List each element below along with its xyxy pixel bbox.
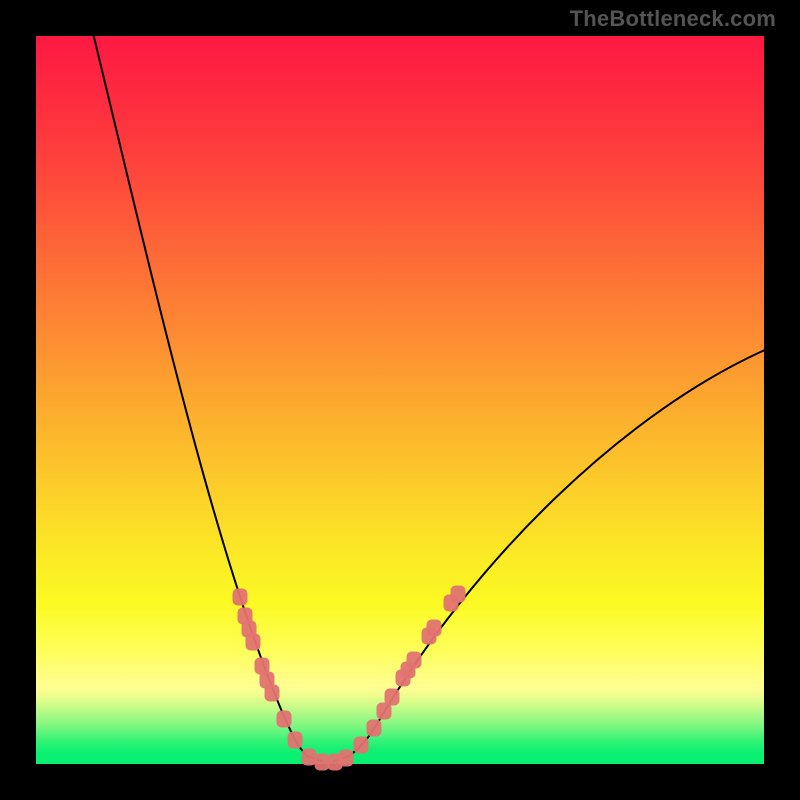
outer-frame: TheBottleneck.com <box>0 0 800 800</box>
data-marker <box>367 720 382 737</box>
data-marker <box>339 750 354 767</box>
data-marker <box>265 685 280 702</box>
data-marker <box>385 689 400 706</box>
chart-svg <box>36 36 764 764</box>
watermark-text: TheBottleneck.com <box>570 6 776 32</box>
marker-group <box>233 586 466 771</box>
data-marker <box>246 634 261 651</box>
curve-left-branch <box>93 33 322 761</box>
data-marker <box>233 589 248 606</box>
data-marker <box>427 620 442 637</box>
data-marker <box>277 711 292 728</box>
data-marker <box>315 754 330 771</box>
data-marker <box>302 749 317 766</box>
data-marker <box>354 737 369 754</box>
data-marker <box>288 732 303 749</box>
data-marker <box>407 652 422 669</box>
data-marker <box>451 586 466 603</box>
